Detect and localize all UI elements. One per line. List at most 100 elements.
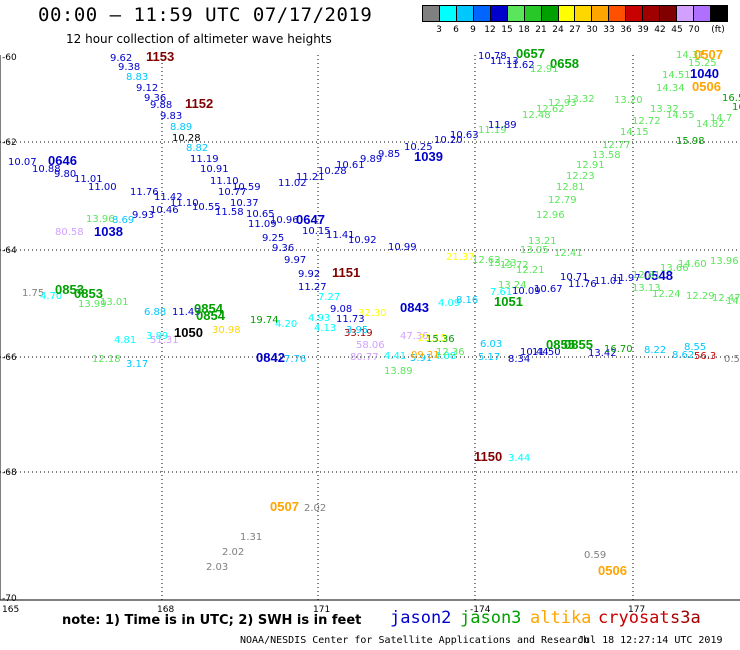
wave-height-label: 13.13 <box>632 283 661 294</box>
latitude-label: -70 <box>2 594 17 604</box>
wave-height-label: 10.63 <box>450 130 479 141</box>
wave-height-label: 14.9 <box>726 296 740 307</box>
wave-height-label: 4.41 <box>384 351 406 362</box>
wave-height-label: 9.38 <box>118 62 140 73</box>
wave-height-label: 5.91 <box>410 353 432 364</box>
wave-height-label: 11.97 <box>612 273 641 284</box>
wave-height-label: 5.17 <box>478 352 500 363</box>
pass-time-label: 0855 <box>564 337 593 352</box>
pass-time-label: 0506 <box>692 79 721 94</box>
satellite-jason2: jason2 <box>390 608 452 628</box>
wave-height-label: 10.44 <box>520 347 549 358</box>
wave-height-label: 10.99 <box>388 242 417 253</box>
latitude-label: -62 <box>2 138 17 148</box>
wave-height-label: 3.89 <box>146 331 168 342</box>
wave-height-label: 1.75 <box>22 288 44 299</box>
pass-time-label: 0657 <box>516 46 545 61</box>
scale-tick-label: 9 <box>470 25 476 35</box>
pass-time-label: 0507 <box>270 499 299 514</box>
wave-height-label: 10.25 <box>404 142 433 153</box>
pass-time-label: 1153 <box>146 49 174 64</box>
wave-height-label: 8.62 <box>672 350 694 361</box>
wave-height-label: 11.58 <box>215 207 244 218</box>
wave-height-label: 14.82 <box>696 119 725 130</box>
wave-height-label: 12.29 <box>686 291 715 302</box>
wave-height-label: 11.41 <box>326 230 355 241</box>
wave-height-label: 11.19 <box>190 154 219 165</box>
wave-height-label: 1.31 <box>240 532 262 543</box>
wave-height-label: 13.23 <box>488 258 517 269</box>
wave-height-label: 13.72 <box>500 260 529 271</box>
wave-height-label: 8.22 <box>644 345 666 356</box>
wave-height-label: 12.41 <box>554 248 583 259</box>
wave-height-label: 13.58 <box>592 150 621 161</box>
scale-swatch <box>626 6 644 21</box>
pass-time-label: 0842 <box>256 350 285 365</box>
wave-height-label: 10.77 <box>218 187 247 198</box>
wave-height-label: 10.46 <box>150 205 179 216</box>
credit-text: NOAA/NESDIS Center for Satellite Applica… <box>240 635 590 646</box>
wave-height-label: 6.03 <box>480 339 502 350</box>
wave-height-label: 9.36 <box>144 93 166 104</box>
wave-height-label: 14.34 <box>656 83 685 94</box>
page-title: 00:00 — 11:59 UTC 07/17/2019 <box>38 4 373 26</box>
wave-height-label: 12.62 <box>536 104 565 115</box>
scale-tick-label: 6 <box>453 25 459 35</box>
wave-height-label: 11.76 <box>568 279 597 290</box>
wave-height-label: 13.89 <box>384 366 413 377</box>
wave-height-label: 10.61 <box>336 160 365 171</box>
wave-height-label: 13.21 <box>528 236 557 247</box>
credit-timestamp: Jul 18 12:27:14 UTC 2019 <box>578 635 723 646</box>
wave-height-label: 11.01 <box>594 276 623 287</box>
wave-height-label: 10.88 <box>32 164 61 175</box>
wave-height-label: 30.98 <box>212 325 241 336</box>
wave-height-label: 23.15 <box>418 333 447 344</box>
scale-swatch <box>558 6 576 21</box>
scale-swatch <box>524 6 542 21</box>
wave-height-label: 4.08 <box>434 351 456 362</box>
wave-height-label: 09.31 <box>411 350 440 361</box>
latitude-label: -60 <box>2 53 17 63</box>
wave-height-label: 10.07 <box>8 157 37 168</box>
wave-height-label: 12.93 <box>548 98 577 109</box>
wave-height-label: 12.47 <box>712 293 740 304</box>
wave-height-label: 9.85 <box>378 149 400 160</box>
scale-swatch <box>592 6 610 21</box>
wave-height-label: 15.98 <box>676 136 705 147</box>
wave-height-label: 12.77 <box>602 140 631 151</box>
wave-height-label: 56.3 <box>694 351 716 362</box>
wave-height-label: 11.01 <box>74 174 103 185</box>
pass-time-label: 0854 <box>196 308 226 323</box>
wave-height-label: 12.36 <box>436 347 465 358</box>
scale-swatch <box>423 6 440 21</box>
wave-height-label: 10.67 <box>534 284 563 295</box>
pass-time-label: 0507 <box>694 47 723 62</box>
wave-height-label: 11.02 <box>278 178 307 189</box>
wave-height-label: 3.17 <box>126 359 148 370</box>
pass-time-label: 0548 <box>644 268 673 283</box>
wave-height-label: 2.03 <box>206 562 228 573</box>
wave-height-label: 9.36 <box>272 243 294 254</box>
scale-tick-label: 15 <box>501 25 513 35</box>
wave-height-label: 10.91 <box>200 164 229 175</box>
color-scale: 3 6 9 12 15 18 21 24 27 30 33 36 39 42 45 70 (ft) <box>422 5 728 36</box>
wave-height-label: 12.18 <box>92 354 121 365</box>
wave-height-label: 11.21 <box>296 172 325 183</box>
wave-height-label: 8.34 <box>508 354 530 365</box>
wave-height-label: 8.82 <box>186 143 208 154</box>
wave-height-label: 11.19 <box>478 125 507 136</box>
pass-time-label: 0646 <box>48 153 77 168</box>
wave-height-label: 0.59 <box>584 550 606 561</box>
wave-height-label: 12.21 <box>516 265 545 276</box>
pass-time-label: 1151 <box>332 265 360 280</box>
wave-height-label: 7.61 <box>490 287 512 298</box>
map-grid <box>0 55 740 601</box>
wave-height-label: 9.92 <box>298 269 320 280</box>
scale-swatch <box>473 6 491 21</box>
wave-height-label: 9.97 <box>284 255 306 266</box>
scale-tick-label: 3 <box>436 25 442 35</box>
wave-height-label: 8.55 <box>684 342 706 353</box>
wave-height-label: 12.62 <box>472 255 501 266</box>
scale-tick-label: 39 <box>637 25 649 35</box>
wave-height-label: 12.72 <box>632 116 661 127</box>
